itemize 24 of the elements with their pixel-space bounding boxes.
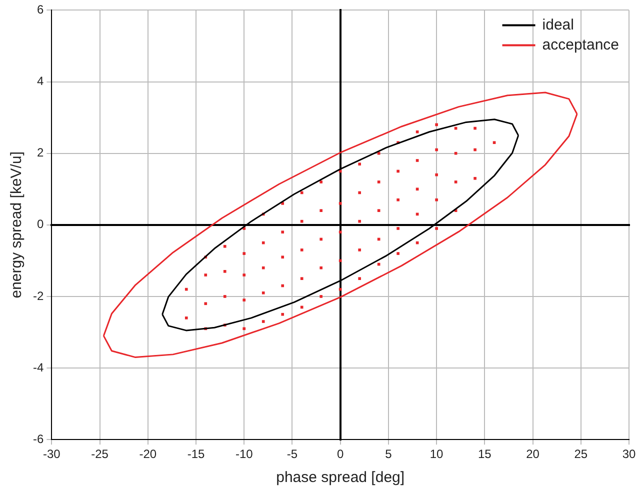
x-tick-label: 25 (574, 447, 588, 462)
x-tick-label: -25 (91, 447, 109, 462)
x-tick-label: 10 (430, 447, 444, 462)
x-tick-label: 5 (385, 447, 392, 462)
y-tick-label: -4 (33, 360, 44, 374)
x-axis-title: phase spread [deg] (276, 469, 405, 486)
x-tick-label: -5 (286, 447, 298, 462)
legend-label: ideal (542, 16, 574, 34)
y-axis-title: energy spread [keV/u] (8, 152, 26, 298)
y-tick-label: 0 (36, 217, 44, 232)
y-tick-label: -6 (33, 432, 44, 446)
y-tick-label: 4 (36, 74, 44, 88)
y-tick-label: 6 (36, 2, 44, 17)
x-tick-label: 15 (478, 447, 492, 462)
x-tick-label: -10 (235, 447, 254, 462)
x-tick-label: 30 (622, 447, 636, 462)
x-tick-label: 20 (526, 447, 540, 462)
x-tick-label: -20 (139, 447, 157, 462)
x-tick-label: -15 (187, 447, 205, 462)
x-tick-label: -30 (43, 447, 61, 462)
y-tick-label: -2 (33, 288, 44, 303)
y-tick-label: 2 (36, 146, 44, 160)
legend-label: acceptance (542, 36, 620, 54)
x-tick-label: 0 (336, 447, 344, 462)
